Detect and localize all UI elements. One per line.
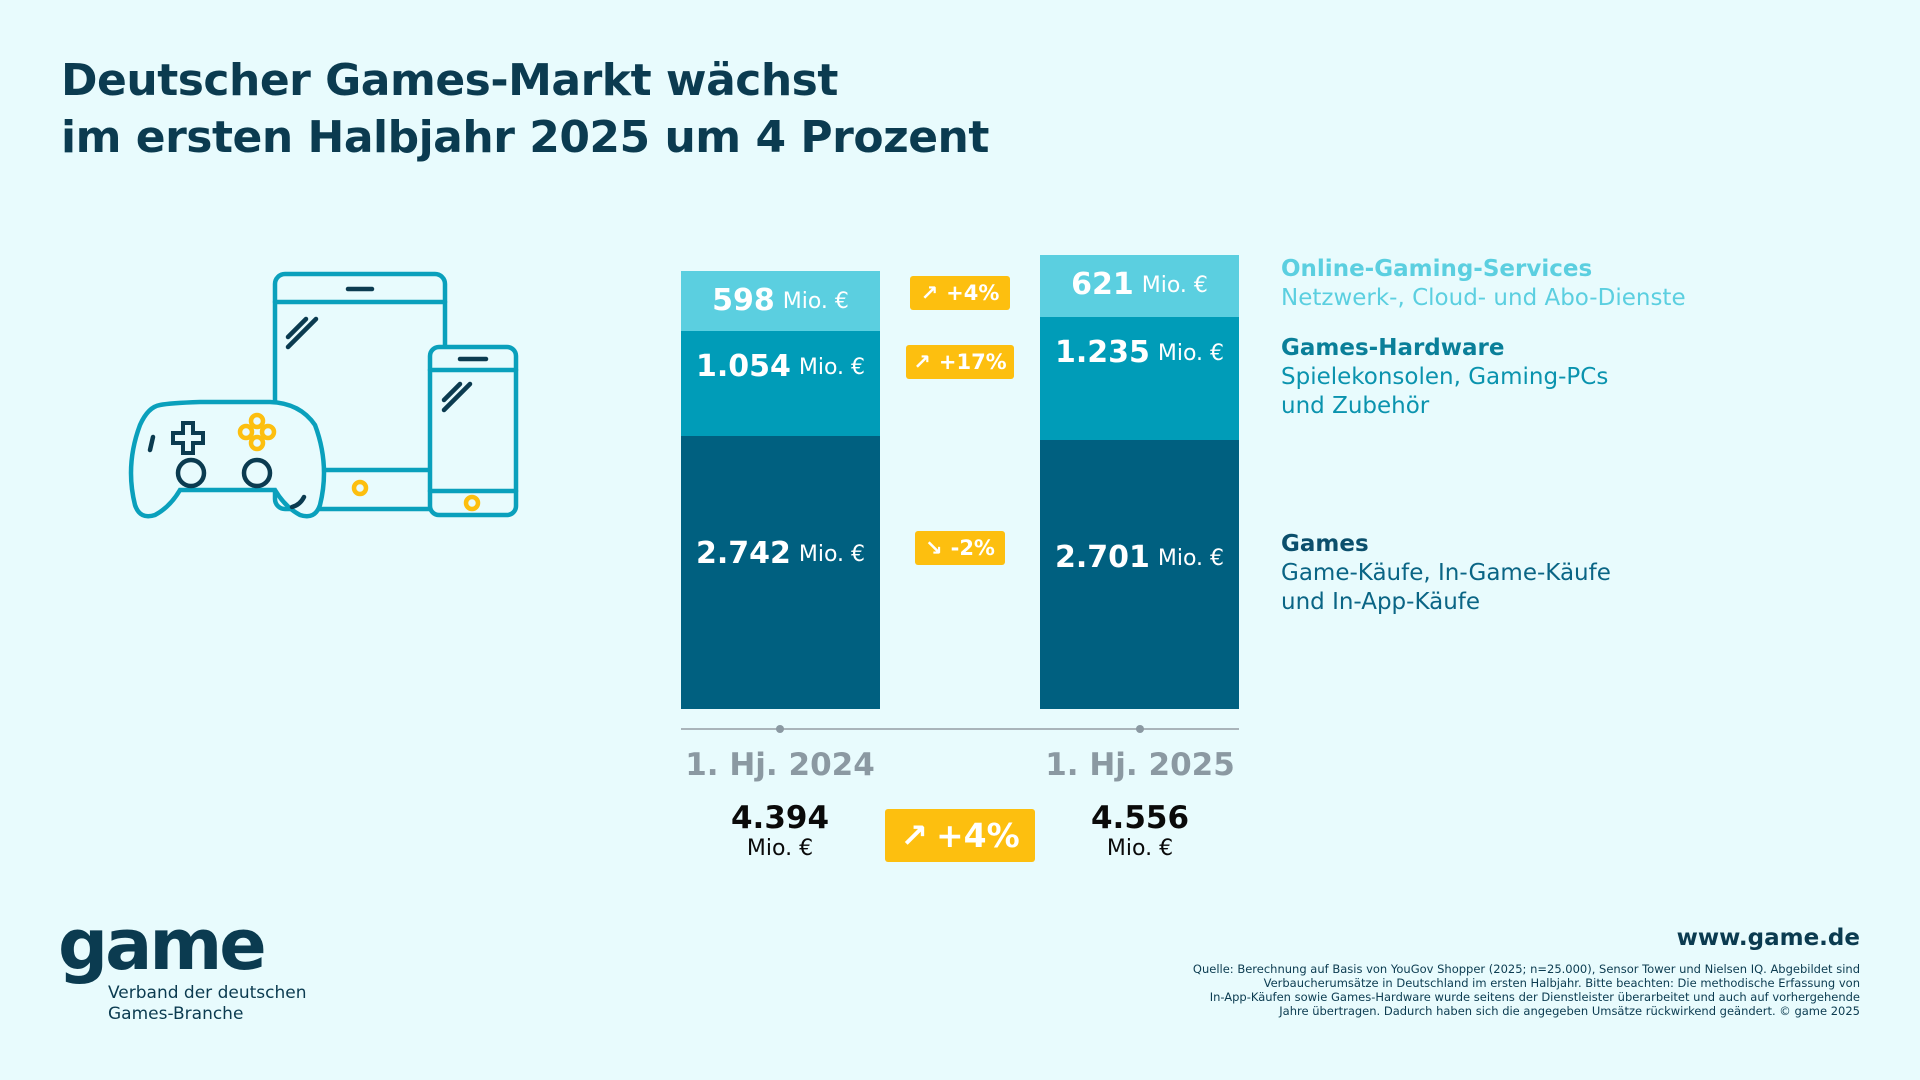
website-link[interactable]: www.game.de	[1676, 925, 1860, 951]
legend-desc: Spielekonsolen, Gaming-PCs	[1281, 364, 1609, 390]
arrow-up-right-icon: ↗	[913, 349, 931, 374]
total-value: 4.556	[1090, 800, 1190, 836]
smartphone-icon	[427, 344, 519, 518]
devices-illustration	[128, 271, 519, 519]
change-value: +17%	[938, 349, 1007, 374]
title-line-1: Deutscher Games-Markt wächst	[61, 55, 838, 106]
data-label: 2.742	[695, 535, 791, 571]
legend-title: Games-Hardware	[1281, 335, 1505, 361]
bar-segment-hardware: 1.235 Mio. €	[1040, 316, 1239, 440]
game-logo: game	[58, 904, 267, 986]
data-label-unit: Mio. €	[1141, 272, 1208, 298]
data-label-unit: Mio. €	[798, 354, 866, 380]
title-line-2: im ersten Halbjahr 2025 um 4 Prozent	[61, 112, 989, 163]
bar-segment-games: 2.701 Mio. €	[1040, 439, 1239, 709]
legend-desc: Netzwerk-, Cloud- und Abo-Dienste	[1281, 285, 1686, 311]
source-line: Quelle: Berechnung auf Basis von YouGov …	[1192, 962, 1860, 976]
legend-desc: und In-App-Käufe	[1281, 589, 1481, 615]
data-label-unit: Mio. €	[1157, 340, 1225, 366]
source-line: In-App-Käufen sowie Games-Hardware wurde…	[1209, 990, 1860, 1004]
legend-games: Games Game-Käufe, In-Game-Käufe und In-A…	[1281, 530, 1611, 617]
change-value: +4%	[946, 281, 1000, 306]
data-label: 598	[712, 283, 775, 318]
total-change-badge: ↗ +4%	[885, 809, 1035, 862]
data-label-unit: Mio. €	[782, 289, 849, 314]
total-value: 4.394	[730, 800, 830, 836]
change-badge-games: ↘ -2%	[915, 530, 1005, 565]
data-label: 1.054	[695, 348, 791, 384]
legend-title: Games	[1281, 531, 1369, 557]
bar-segment-games: 2.742 Mio. €	[681, 435, 880, 709]
legend-desc: Game-Käufe, In-Game-Käufe	[1281, 560, 1611, 586]
bar-segment-hardware: 1.054 Mio. €	[681, 330, 880, 436]
total-2024: 4.394 Mio. €	[680, 800, 880, 862]
total-2025: 4.556 Mio. €	[1040, 800, 1240, 862]
source-note: Quelle: Berechnung auf Basis von YouGov …	[1140, 962, 1860, 1018]
total-change: +4%	[935, 816, 1020, 855]
total-unit: Mio. €	[746, 836, 814, 861]
x-tick-label: 1. Hj. 2024	[685, 747, 875, 783]
source-line: Jahre übertragen. Dadurch haben sich die…	[1279, 1004, 1860, 1018]
logo-subtitle: Verband der deutschen Games-Branche	[108, 983, 306, 1025]
axis-dot-2024	[776, 725, 784, 733]
arrow-up-right-icon: ↗	[920, 281, 939, 306]
change-value: -2%	[950, 535, 995, 560]
legend-hardware: Games-Hardware Spielekonsolen, Gaming-PC…	[1281, 334, 1608, 421]
change-badge-online: ↗ +4%	[910, 276, 1010, 311]
legend-online: Online-Gaming-Services Netzwerk-, Cloud-…	[1281, 255, 1686, 313]
data-label: 2.701	[1054, 539, 1150, 575]
bar-segment-online: 598 Mio. €	[681, 271, 880, 331]
logo-subtitle-line: Verband der deutschen	[108, 983, 307, 1003]
legend-desc: und Zubehör	[1281, 393, 1430, 419]
data-label-unit: Mio. €	[798, 541, 866, 567]
gamepad-icon	[128, 399, 327, 519]
legend-title: Online-Gaming-Services	[1281, 256, 1593, 282]
data-label: 621	[1071, 266, 1134, 302]
axis-dot-2025	[1136, 725, 1144, 733]
bar-segment-online: 621 Mio. €	[1040, 254, 1239, 317]
total-unit: Mio. €	[1106, 836, 1174, 861]
data-label: 1.235	[1054, 334, 1150, 370]
source-line: Verbaucherumsätze in Deutschland im erst…	[1263, 976, 1860, 990]
arrow-up-right-icon: ↗	[900, 816, 928, 855]
logo-subtitle-line: Games-Branche	[108, 1004, 244, 1024]
arrow-down-right-icon: ↘	[925, 535, 943, 560]
x-tick-label: 1. Hj. 2025	[1045, 747, 1235, 783]
page-title: Deutscher Games-Markt wächst im ersten H…	[61, 52, 989, 166]
change-badge-hardware: ↗ +17%	[906, 344, 1014, 379]
x-axis-line	[681, 728, 1239, 730]
data-label-unit: Mio. €	[1157, 545, 1225, 571]
